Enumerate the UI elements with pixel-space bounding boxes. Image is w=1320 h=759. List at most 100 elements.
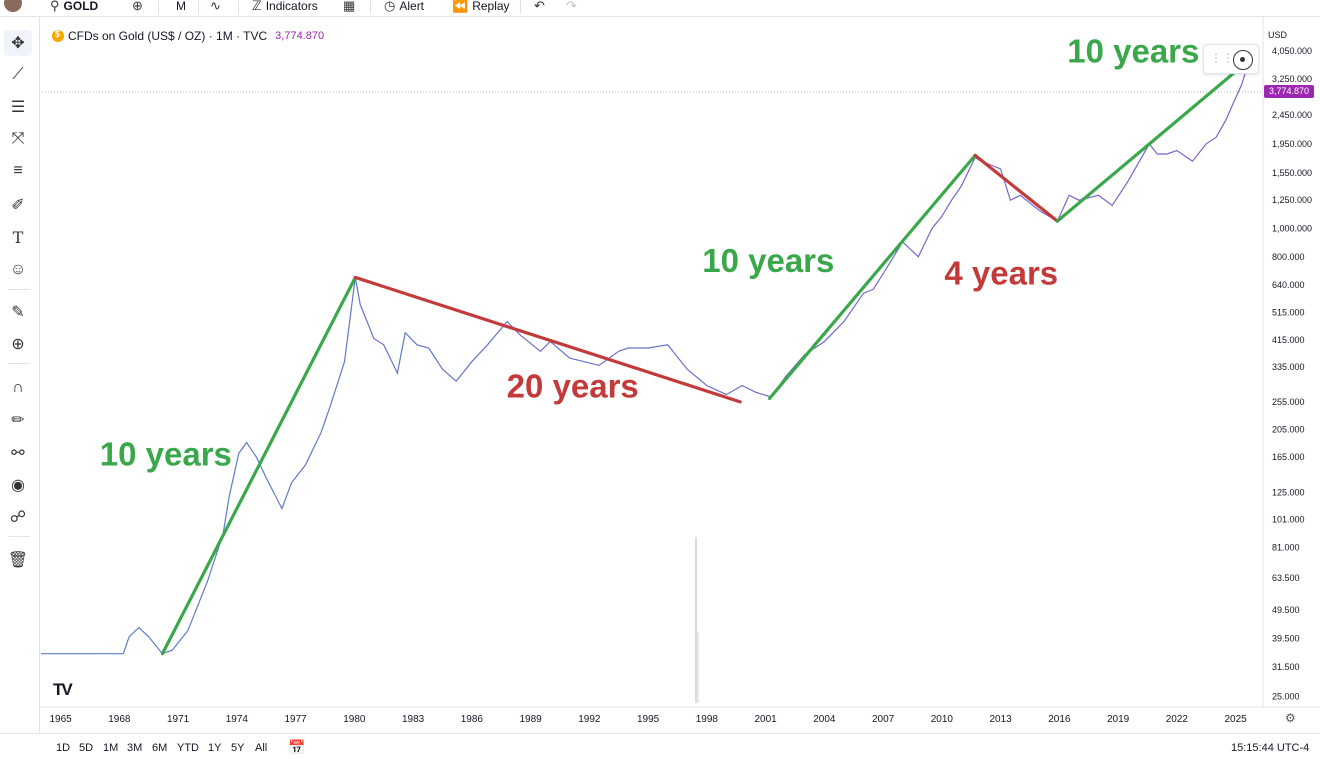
trend-line [767,153,977,401]
measure-tool[interactable]: ✎ [4,299,32,325]
x-tick-label: 2019 [1107,714,1130,725]
horizontal-lines-icon: ☰ [10,99,26,116]
x-tick-label: 1989 [519,714,542,725]
interval-button[interactable]: M [176,0,186,15]
toolbar-divider [158,0,159,14]
x-tick-label: 2016 [1048,714,1071,725]
lock-drawing-tool[interactable]: ✏ [4,407,32,433]
currency-selector[interactable]: USD [1268,30,1288,40]
x-tick-label: 2025 [1224,714,1247,725]
forecast-tool[interactable]: ≡ [4,158,32,184]
replay-button[interactable]: ⏪ Replay [452,0,510,15]
pattern-tool[interactable]: ⤧ [4,126,32,152]
top-toolbar: ⚲ GOLD ⊕ M ∿ ℤ Indicators ▦ ◷ Alert ⏪ Re… [0,0,1320,17]
range-1d[interactable]: 1D [56,742,71,754]
range-5y[interactable]: 5Y [231,742,245,754]
lock-all-tool[interactable]: ⚯ [4,440,32,466]
trend-line [160,275,357,656]
symbol-search-button[interactable]: ⚲ GOLD [50,0,98,15]
x-tick-label: 1992 [578,714,601,725]
price-chart[interactable]: 25.000 31.500 39.500 49.500 63.500 81.000 101.… [41,17,1320,733]
text-icon: T [12,227,24,247]
indicators-button[interactable]: ℤ Indicators [252,0,318,15]
chart-type-button[interactable]: ∿ [210,0,221,15]
chart-floating-widget[interactable]: ⋮⋮ [1203,44,1259,74]
bottom-toolbar: 1D 5D 1M 3M 6M YTD 1Y 5Y All 📅 15:15:44 … [0,733,1320,759]
ruler-icon: ✎ [11,304,25,321]
price-series-line [41,59,1250,655]
range-1y[interactable]: 1Y [208,742,222,754]
trend-labels: 10 years 20 years 10 years 4 years 10 years [100,33,1200,473]
y-tick-label: 1,550.000 [1272,168,1312,178]
crosshair-tool[interactable]: ✥ [4,30,32,56]
x-tick-label: 1965 [49,714,72,725]
y-tick-label: 1,250.000 [1272,195,1312,205]
last-price-tag: 3,774.870 [1264,85,1314,98]
fib-tool[interactable]: ☰ [4,94,32,120]
link-tool[interactable]: ☍ [4,504,32,530]
indicators-icon: ℤ [252,0,262,13]
target-icon[interactable] [1233,50,1253,70]
y-tick-label: 31.500 [1272,662,1300,672]
smiley-icon: ☺ [9,261,27,278]
toolbar-divider [370,0,371,14]
magnet-tool[interactable]: ∩ [4,375,32,401]
range-1m[interactable]: 1M [103,742,119,754]
brush-tool[interactable]: ✐ [4,192,32,218]
x-tick-label: 2001 [754,714,777,725]
rewind-icon: ⏪ [452,0,469,13]
x-tick-label: 1995 [637,714,660,725]
zoom-tool[interactable]: ⊕ [4,331,32,357]
y-tick-label: 3,250.000 [1272,74,1312,84]
x-tick-label: 1986 [461,714,484,725]
calendar-icon[interactable]: 📅 [288,739,306,755]
legend-title: CFDs on Gold (US$ / OZ) · 1M · TVC [68,29,268,43]
brush-icon: ✐ [11,197,25,214]
tool-divider [8,536,30,537]
x-tick-label: 1977 [284,714,307,725]
avatar[interactable] [4,0,22,15]
templates-button[interactable]: ▦ [343,0,355,15]
drag-handle-icon[interactable]: ⋮⋮ [1210,51,1234,65]
alarm-clock-icon: ◷ [384,0,396,13]
remove-drawings-tool[interactable]: 🗑 [4,547,32,573]
range-all[interactable]: All [255,742,268,754]
trend-line-icon: ⟋ [12,66,24,83]
toolbar-divider [520,0,521,14]
clock[interactable]: 15:15:44 UTC-4 [1231,742,1310,754]
x-tick-label: 1998 [696,714,719,725]
redo-icon: ↷ [566,0,577,13]
time-axis: 1965 1968 1971 1974 1977 1980 1983 1986 1989 1992… [49,714,1247,725]
y-tick-label: 49.500 [1272,605,1300,615]
range-3m[interactable]: 3M [127,742,143,754]
range-ytd[interactable]: YTD [177,742,199,754]
text-tool[interactable]: T [4,224,32,250]
x-tick-label: 1971 [167,714,190,725]
range-6m[interactable]: 6M [152,742,168,754]
tool-divider [8,363,30,364]
emoji-tool[interactable]: ☺ [4,257,32,283]
undo-icon: ↶ [534,0,545,13]
volume-bar [695,537,699,703]
chart-legend[interactable]: CFDs on Gold (US$ / OZ) · 1M · TVC 3,774… [52,29,324,43]
lock-icon: ⚯ [11,445,25,462]
y-tick-label: 1,000.000 [1272,224,1312,234]
search-icon: ⚲ [50,0,60,13]
forecast-icon: ≡ [13,162,23,179]
redo-button[interactable]: ↷ [566,0,577,15]
x-tick-label: 2013 [989,714,1012,725]
trash-icon: 🗑 [7,552,29,569]
toolbar-divider [198,0,199,14]
gear-icon[interactable]: ⚙ [1285,711,1296,725]
hide-drawings-tool[interactable]: ◉ [4,472,32,498]
trend-line [1055,58,1251,223]
trend-line-tool[interactable]: ⟋ [4,62,32,88]
eye-icon: ◉ [11,477,25,494]
indicators-label: Indicators [265,0,318,13]
range-5d[interactable]: 5D [79,742,94,754]
x-tick-label: 2022 [1166,714,1189,725]
tradingview-logo-icon[interactable]: TV [53,680,73,699]
alert-button[interactable]: ◷ Alert [384,0,424,15]
undo-button[interactable]: ↶ [534,0,545,15]
compare-button[interactable]: ⊕ [132,0,143,15]
